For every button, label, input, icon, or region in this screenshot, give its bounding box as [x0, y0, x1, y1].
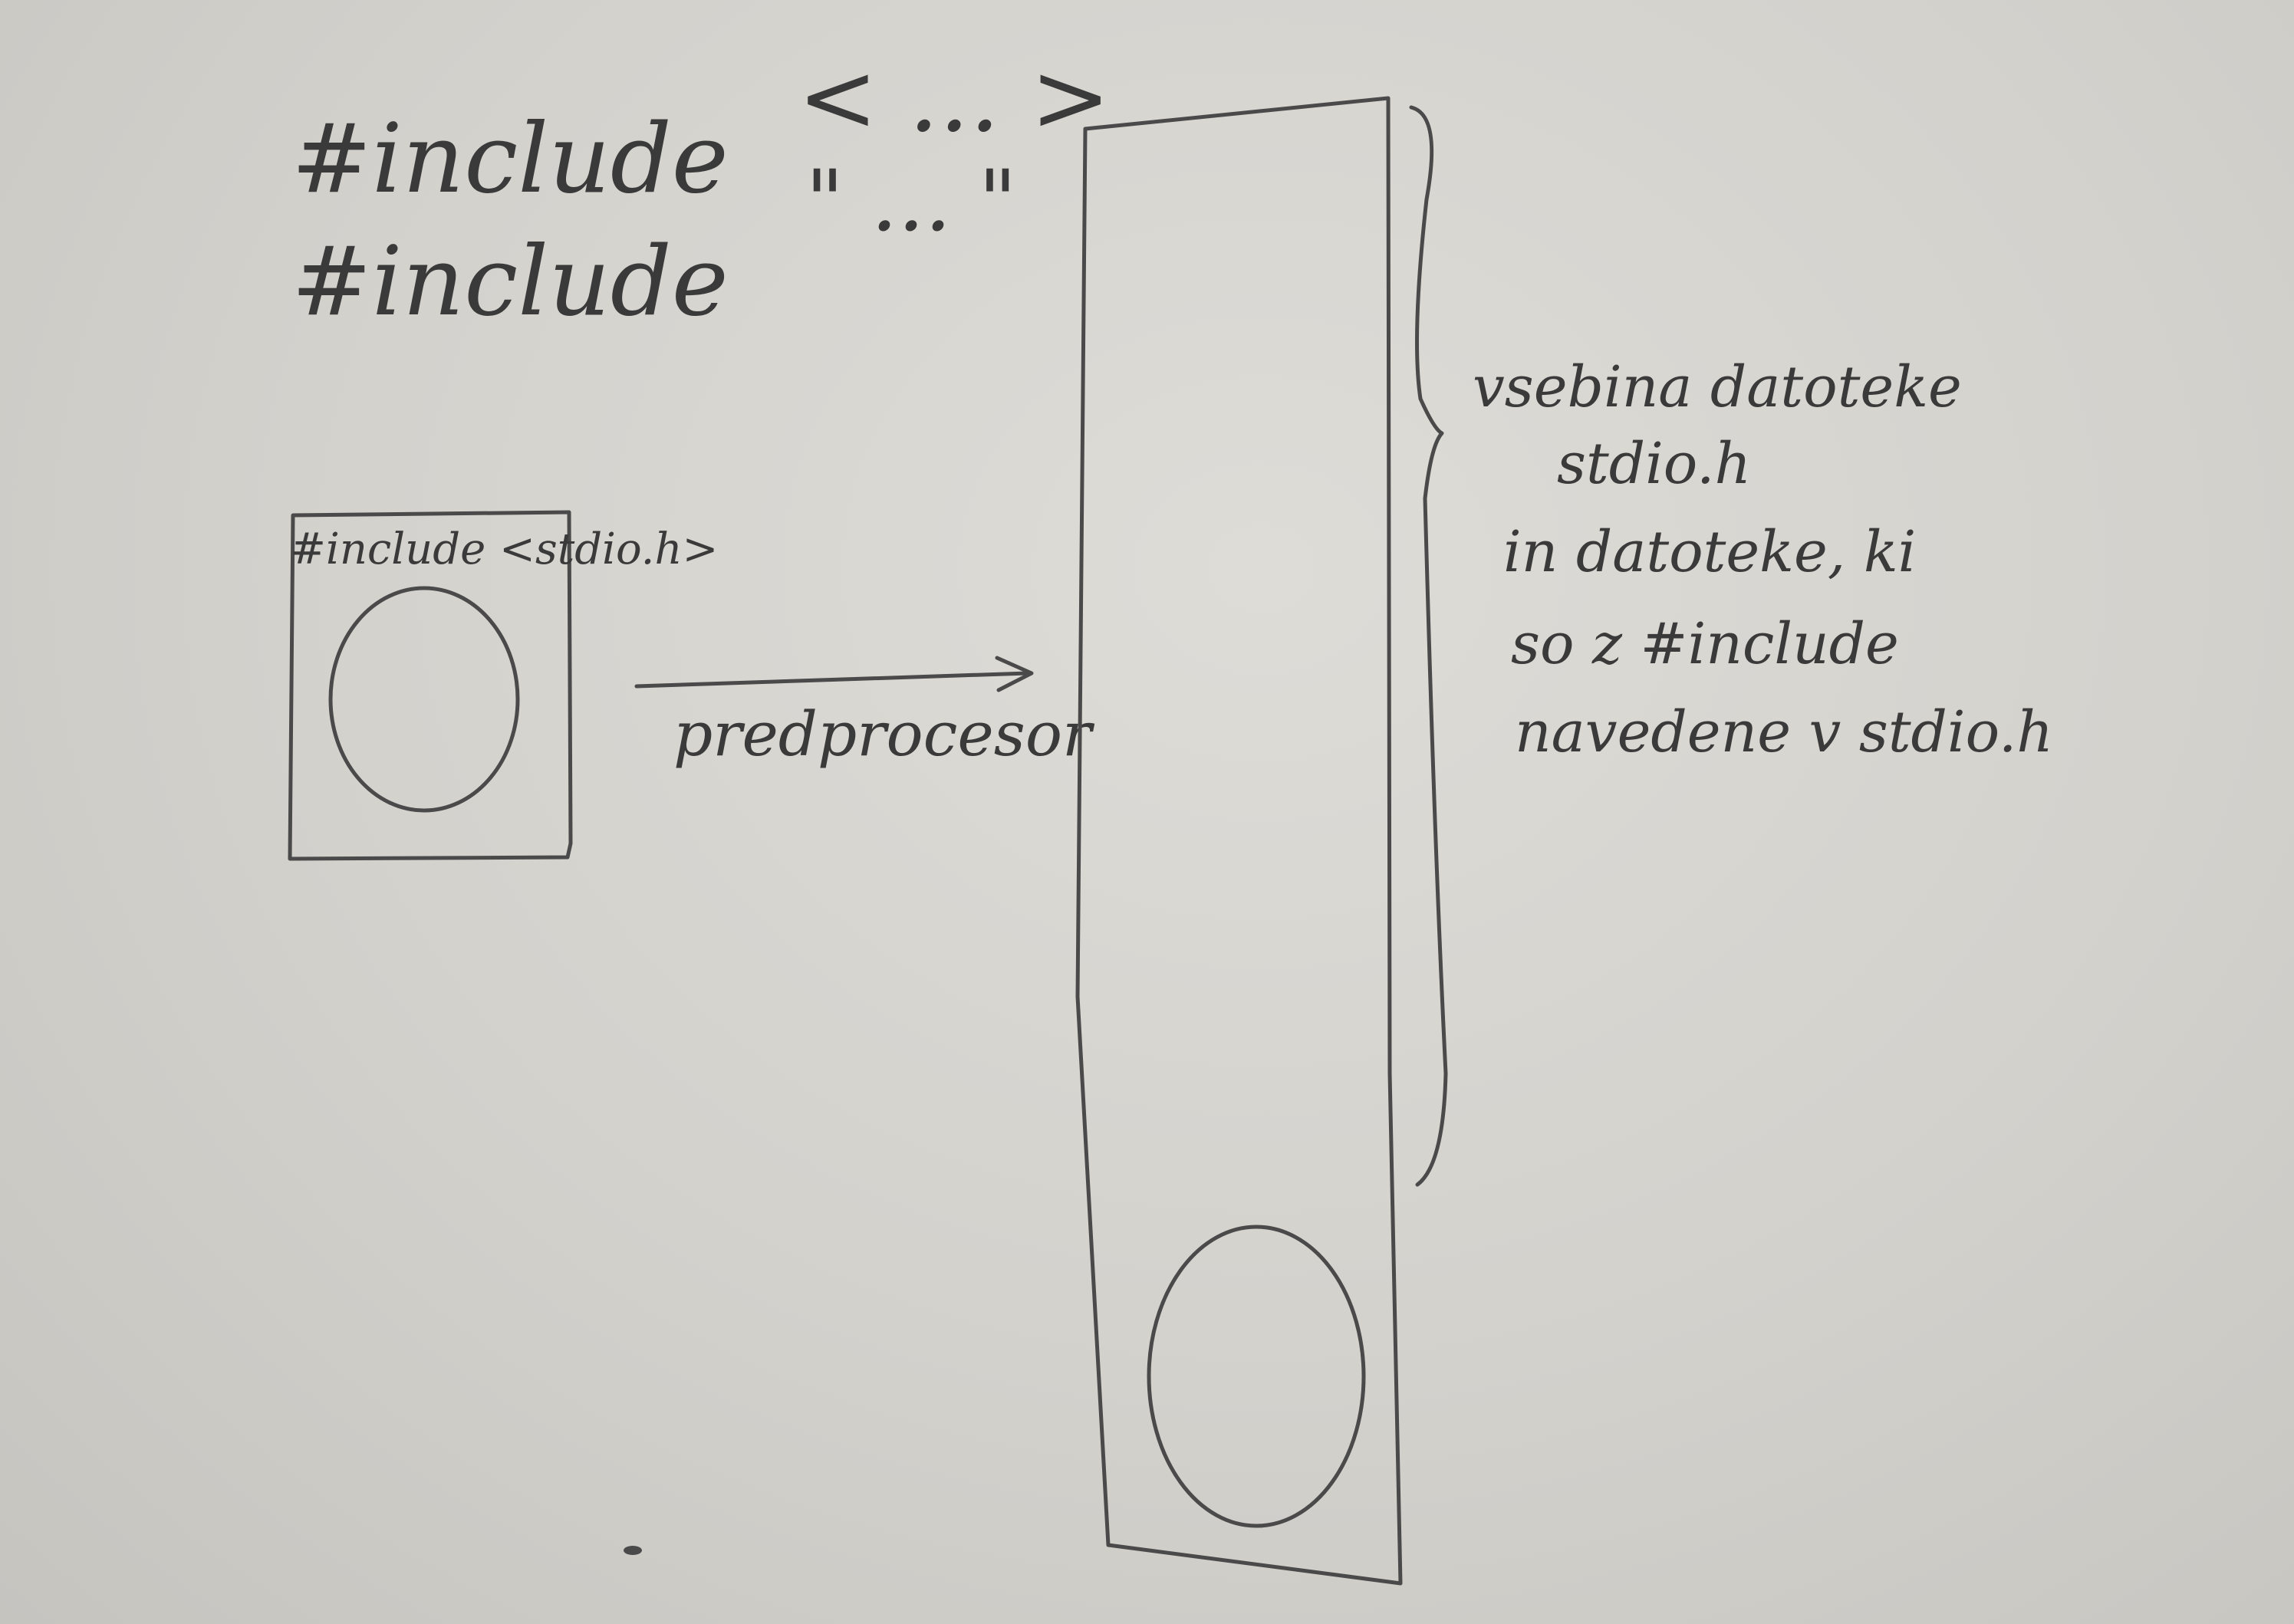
annotation-line-1: vsebina datoteke [1473, 354, 1962, 420]
expanded-file-box [1075, 96, 1403, 1586]
annotation: vsebina datoteke stdio.h in datoteke, ki… [1473, 354, 2053, 765]
annotation-line-2: stdio.h [1557, 431, 1751, 497]
include-quote-delimiters: " ... " [805, 152, 1017, 250]
expanded-code-blob [1147, 1225, 1366, 1528]
include-quote-keyword: #include [291, 226, 729, 337]
preprocessor-label: predprocesor [673, 699, 1095, 770]
annotation-line-5: navedene v stdio.h [1515, 699, 2053, 765]
curly-brace [1409, 105, 1448, 1187]
source-header-line: #include <stdio.h> [290, 524, 718, 574]
preprocessor-arrow: predprocesor [634, 656, 1095, 770]
annotation-line-3: in datoteke, ki [1503, 519, 1916, 585]
stray-mark [624, 1546, 642, 1555]
include-angle-delimiters: < ... > [798, 42, 1111, 153]
source-file-box: #include <stdio.h> [288, 510, 718, 861]
source-code-blob [328, 586, 520, 813]
include-angle-keyword: #include [291, 104, 729, 215]
annotation-line-4: so z #include [1511, 611, 1899, 677]
